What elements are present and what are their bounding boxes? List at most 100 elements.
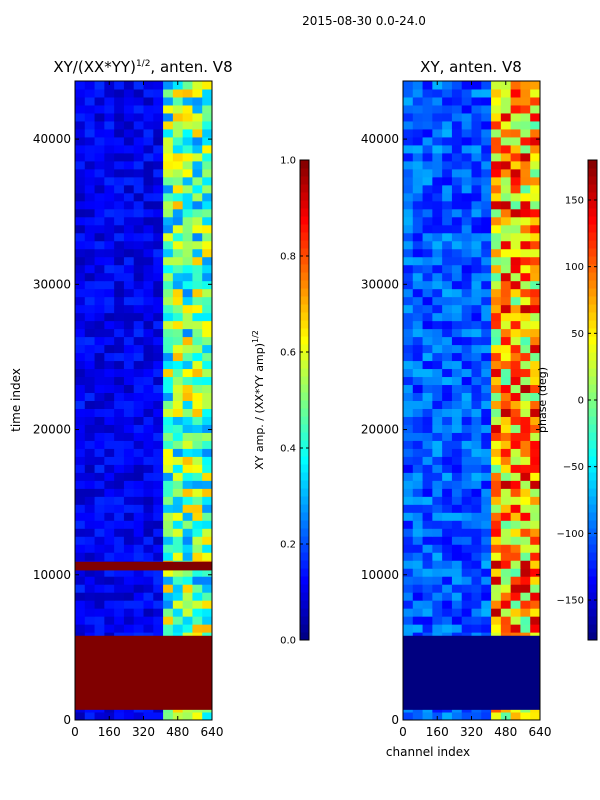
heatmap-cell <box>153 496 164 505</box>
heatmap-cell <box>114 528 125 537</box>
heatmap-cell <box>451 208 463 218</box>
heatmap-cell <box>403 480 414 489</box>
heatmap-cell <box>94 568 105 577</box>
heatmap-cell <box>500 128 512 138</box>
heatmap-cell <box>182 400 193 409</box>
heatmap-cell <box>182 144 193 154</box>
heatmap-cell <box>104 112 115 122</box>
heatmap-cell <box>451 168 463 178</box>
heatmap-cell <box>500 408 512 417</box>
heatmap-cell <box>143 272 154 282</box>
colorbar-segment <box>300 296 309 305</box>
heatmap-cell <box>202 264 213 274</box>
heatmap-cell <box>520 272 531 282</box>
heatmap-cell <box>94 288 105 298</box>
heatmap-cell <box>500 456 512 465</box>
heatmap-cell <box>471 480 482 489</box>
heatmap-cell <box>451 144 463 154</box>
heatmap-cell <box>471 88 482 98</box>
heatmap-cell <box>143 552 154 561</box>
heatmap-cell <box>530 584 541 593</box>
heatmap-cell <box>104 384 115 394</box>
heatmap-cell <box>481 184 492 194</box>
heatmap-cell <box>451 328 463 338</box>
heatmap-cell <box>94 256 105 266</box>
heatmap-cell <box>461 528 472 537</box>
heatmap-cell <box>520 216 531 226</box>
heatmap-cell <box>451 560 463 569</box>
heatmap-cell <box>192 160 203 170</box>
heatmap-cell <box>163 184 174 194</box>
heatmap-cell <box>481 512 492 521</box>
heatmap-cell <box>412 232 424 242</box>
heatmap-cell <box>84 200 96 210</box>
colorbar-segment <box>588 528 597 537</box>
heatmap-cell <box>530 368 541 378</box>
heatmap-cell <box>143 592 154 601</box>
heatmap-cell <box>412 360 424 370</box>
heatmap-cell <box>403 320 414 330</box>
heatmap-cell <box>163 456 174 465</box>
heatmap-cell <box>422 184 433 194</box>
heatmap-cell <box>182 592 193 601</box>
heatmap-cell <box>442 592 453 601</box>
heatmap-cell <box>500 552 512 561</box>
heatmap-cell <box>163 592 174 601</box>
heatmap-cell <box>451 392 463 401</box>
heatmap-cell <box>461 552 472 561</box>
heatmap-cell <box>451 384 463 394</box>
colorbar-segment <box>588 368 597 377</box>
heatmap-cell <box>491 384 502 394</box>
heatmap-cell <box>442 480 453 489</box>
heatmap-cell <box>412 488 424 497</box>
heatmap-cell <box>520 448 531 457</box>
heatmap-cell <box>412 288 424 298</box>
heatmap-cell <box>94 352 105 362</box>
heatmap-cell <box>530 184 541 194</box>
colorbar-segment <box>588 160 597 169</box>
heatmap-cell <box>461 248 472 258</box>
heatmap-cell <box>442 240 453 250</box>
heatmap-cell <box>123 400 135 409</box>
heatmap-cell <box>403 512 414 521</box>
heatmap-cell <box>123 96 135 106</box>
heatmap-cell <box>192 392 203 401</box>
heatmap-cell <box>500 192 512 202</box>
heatmap-cell <box>94 96 105 106</box>
heatmap-cell <box>75 336 86 346</box>
heatmap-cell <box>182 440 193 449</box>
heatmap-cell <box>94 392 105 401</box>
heatmap-cell <box>451 192 463 202</box>
heatmap-cell <box>422 432 433 441</box>
heatmap-cell <box>451 136 463 146</box>
heatmap-cell <box>75 360 86 370</box>
heatmap-cell <box>422 344 433 354</box>
heatmap-amplitude-image <box>75 81 213 721</box>
heatmap-cell <box>123 288 135 298</box>
heatmap-cell <box>114 336 125 346</box>
heatmap-cell <box>461 96 472 106</box>
heatmap-cell <box>491 624 502 633</box>
colorbar-segment <box>588 464 597 473</box>
heatmap-cell <box>403 176 414 186</box>
heatmap-cell <box>163 448 174 457</box>
heatmap-cell <box>94 184 105 194</box>
heatmap-cell <box>432 600 443 609</box>
heatmap-cell <box>143 360 154 370</box>
heatmap-cell <box>481 424 492 433</box>
heatmap-cell <box>530 88 541 98</box>
heatmap-cell <box>133 400 144 409</box>
heatmap-cell <box>133 208 144 218</box>
colorbar-segment <box>588 488 597 497</box>
heatmap-cell <box>133 376 144 386</box>
heatmap-cell <box>75 496 86 505</box>
heatmap-cell <box>471 536 482 545</box>
colorbar-segment <box>588 448 597 457</box>
heatmap-cell <box>172 160 184 170</box>
heatmap-cell <box>153 256 164 266</box>
heatmap-cell <box>94 424 105 433</box>
heatmap-cell <box>491 472 502 481</box>
heatmap-cell <box>84 608 96 617</box>
colorbar-segment <box>300 400 309 409</box>
heatmap-cell <box>153 552 164 561</box>
